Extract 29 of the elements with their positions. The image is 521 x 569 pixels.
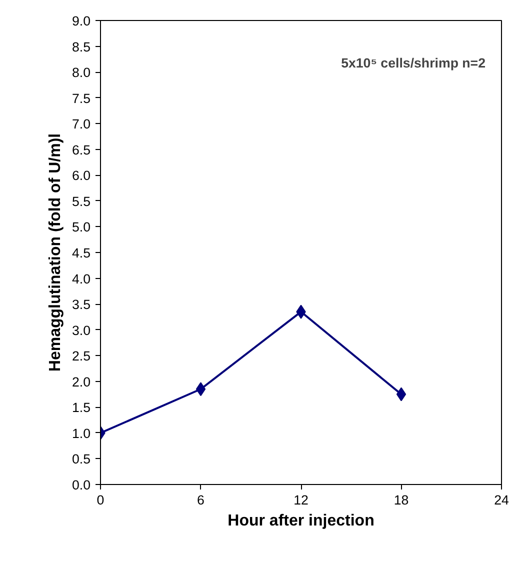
y-tick-label: 3.0 bbox=[72, 322, 91, 338]
y-tick-label: 6.5 bbox=[72, 142, 91, 158]
annotation: 5x10⁵ cells/shrimp n=2 bbox=[341, 56, 486, 70]
y-tick-label: 7.0 bbox=[72, 116, 91, 132]
y-tick-label: 4.5 bbox=[72, 246, 91, 260]
y-tick-label: 4.0 bbox=[72, 271, 91, 286]
x-tick-label: 18 bbox=[394, 492, 409, 508]
y-tick-label: 6.0 bbox=[72, 168, 91, 184]
x-tick-label: 24 bbox=[494, 492, 510, 508]
y-tick-label: 1.5 bbox=[72, 400, 91, 416]
y-tick-label: 2.0 bbox=[72, 374, 91, 390]
y-tick-label: 7.5 bbox=[72, 90, 91, 106]
y-tick-label: 3.5 bbox=[72, 297, 91, 312]
y-tick-label: 8.5 bbox=[72, 39, 91, 54]
x-tick-label: 0 bbox=[96, 492, 104, 508]
y-tick-label: 8.0 bbox=[72, 65, 91, 80]
y-tick-label: 9.0 bbox=[72, 14, 91, 28]
x-tick-label: 6 bbox=[197, 492, 204, 508]
y-tick-label: 1.0 bbox=[72, 426, 91, 441]
y-tick-label: 0.0 bbox=[72, 478, 91, 492]
x-tick-label: 12 bbox=[294, 492, 308, 508]
point bbox=[396, 387, 406, 402]
point bbox=[196, 382, 206, 396]
y-tick-label: 5.5 bbox=[72, 194, 91, 209]
y-tick-label: 5.0 bbox=[72, 220, 91, 235]
y-axis-title: Hemagglutination (fold of U/m)l bbox=[46, 133, 64, 372]
x-axis-title: Hour after injection bbox=[228, 512, 374, 530]
y-tick-label: 2.5 bbox=[72, 348, 91, 364]
y-tick-label: 0.5 bbox=[72, 452, 91, 467]
